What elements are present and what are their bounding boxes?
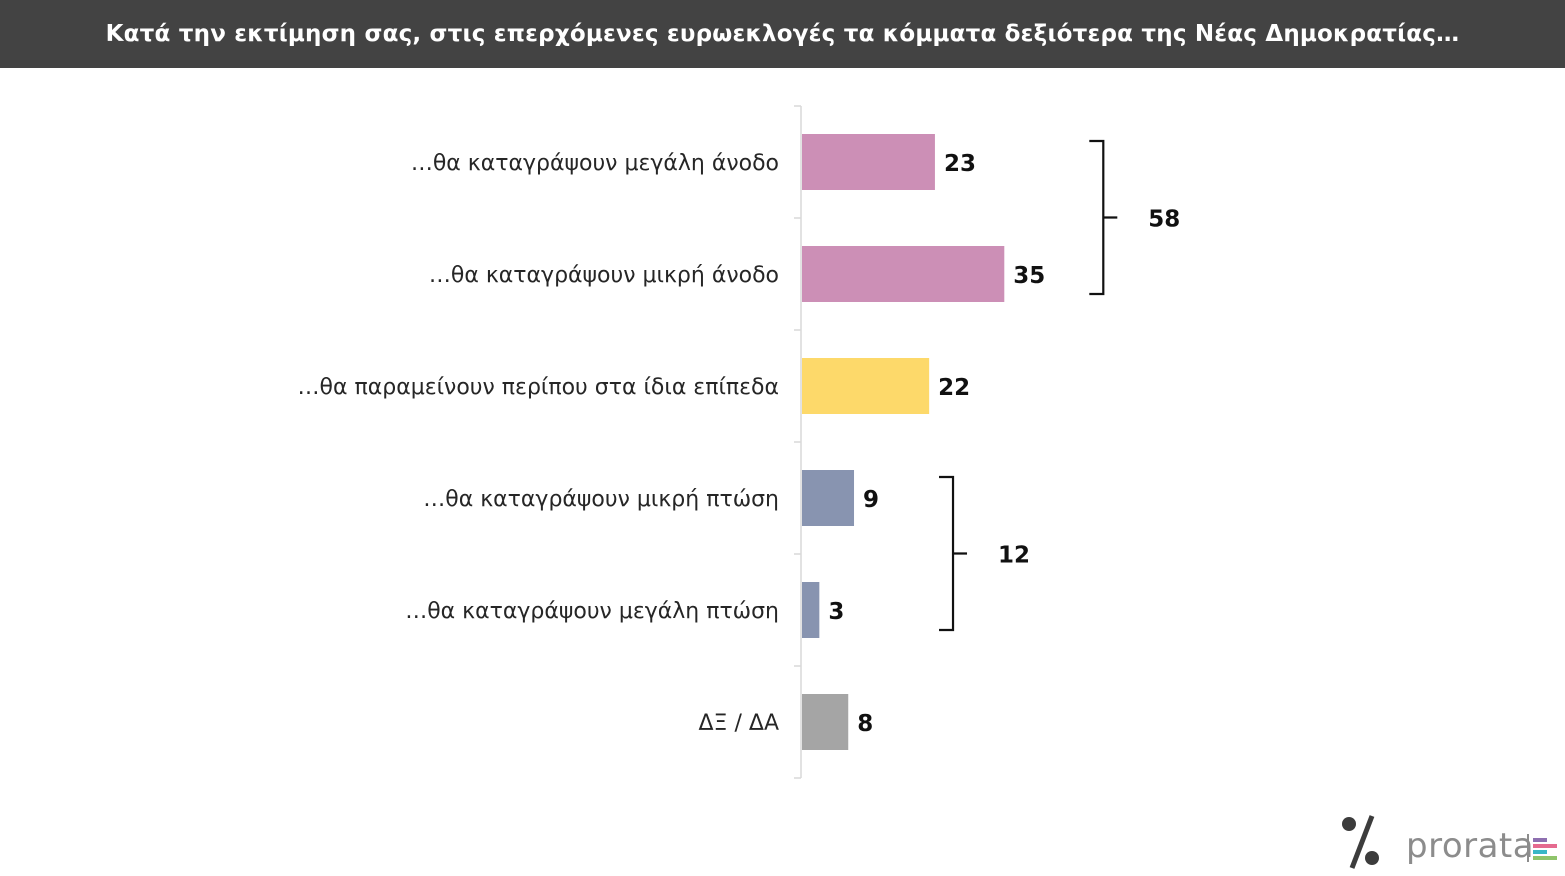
title-bar: Κατά την εκτίμηση σας, στις επερχόμενες … [0, 0, 1565, 68]
category-label: …θα καταγράψουν μικρή άνοδο [429, 263, 779, 288]
logo-stripe [1533, 844, 1557, 848]
group-total-label: 12 [998, 543, 1030, 569]
group-total-label: 58 [1148, 207, 1180, 233]
logo-wordmark: prorata [1406, 826, 1535, 866]
chart-title: Κατά την εκτίμηση σας, στις επερχόμενες … [105, 21, 1460, 47]
percent-logo-icon [1342, 815, 1379, 869]
data-label: 9 [863, 487, 879, 513]
logo-stripe [1533, 850, 1547, 854]
data-label: 23 [944, 151, 976, 177]
logo-stripes-icon [1527, 834, 1557, 862]
bar [802, 694, 849, 750]
group-bracket [1089, 139, 1118, 296]
category-label: …θα καταγράψουν μικρή πτώση [423, 487, 779, 512]
category-label: …θα καταγράψουν μεγάλη άνοδο [411, 151, 779, 176]
prorata-logo: prorata [1338, 812, 1563, 872]
logo-stripe [1533, 856, 1557, 860]
data-label: 8 [857, 711, 873, 737]
category-label: ΔΞ / ΔΑ [699, 711, 779, 736]
logo-stripe [1533, 838, 1547, 842]
bar [802, 470, 855, 526]
data-label: 3 [828, 599, 844, 625]
data-label: 22 [938, 375, 970, 401]
data-label: 35 [1013, 263, 1045, 289]
bar [802, 134, 935, 190]
group-bracket [939, 475, 968, 632]
bar [802, 358, 930, 414]
bar [802, 582, 820, 638]
category-label: …θα παραμείνουν περίπου στα ίδια επίπεδα [298, 375, 779, 400]
category-label: …θα καταγράψουν μεγάλη πτώση [405, 599, 779, 624]
bar [802, 246, 1005, 302]
